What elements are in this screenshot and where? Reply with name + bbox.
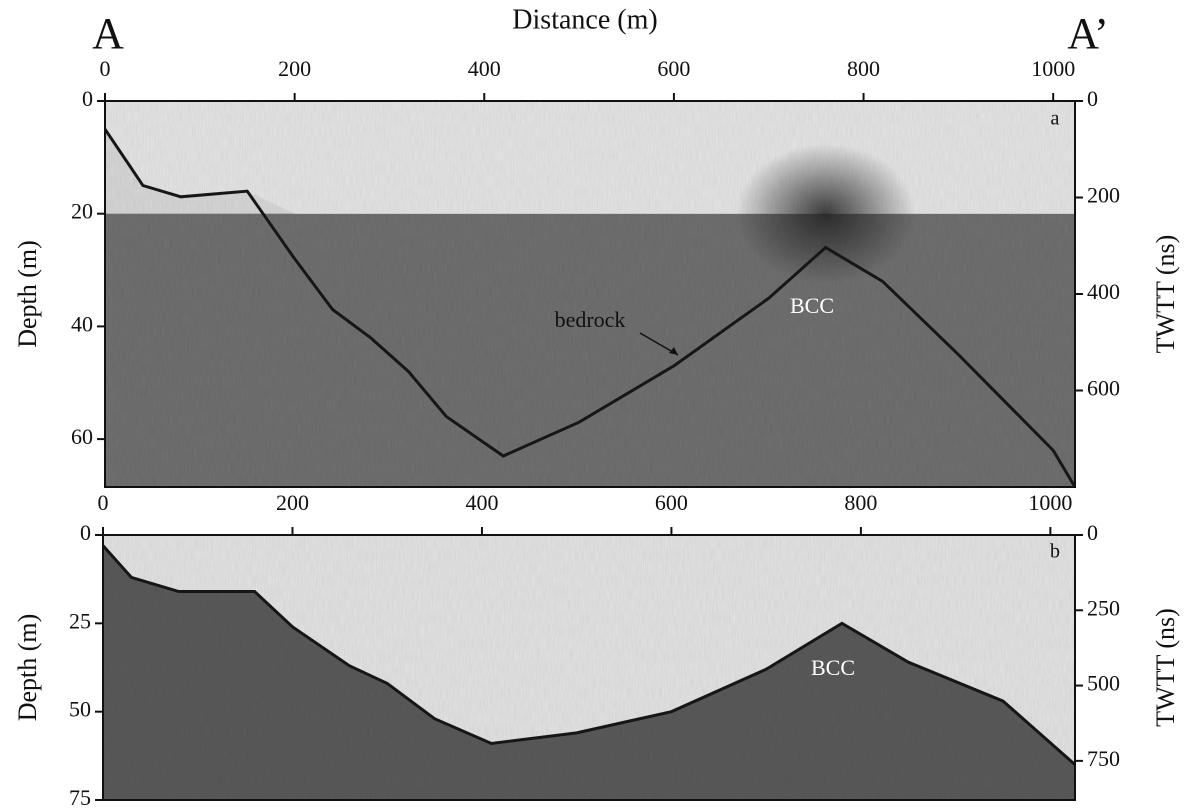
y-tick-label: 0 [80, 520, 91, 545]
image-upper [103, 535, 1075, 765]
y-tick-label: 25 [69, 608, 91, 633]
annotation: BCC [811, 655, 855, 680]
x-tick-label: 1000 [1031, 56, 1075, 81]
start-label: A [92, 9, 124, 58]
x-tick-label: 800 [844, 490, 877, 515]
y2-axis-title: TWTT (ns) [1151, 235, 1180, 354]
y2-tick-label: 0 [1087, 520, 1098, 545]
y-tick-label: 50 [69, 697, 91, 722]
y2-tick-label: 0 [1087, 86, 1098, 111]
arrow-head [669, 347, 678, 355]
x-tick-label: 800 [847, 56, 880, 81]
end-label: A’ [1067, 9, 1109, 58]
x-tick-label: 0 [100, 56, 111, 81]
y2-tick-label: 600 [1087, 376, 1120, 401]
radargram-image [103, 101, 1077, 488]
x-tick-label: 1000 [1028, 490, 1072, 515]
annotation: bedrock [555, 307, 626, 332]
y-axis-title: Depth (m) [13, 240, 42, 348]
x-tick-label: 200 [278, 56, 311, 81]
y2-tick-label: 500 [1087, 671, 1120, 696]
reflector [103, 128, 1077, 488]
y2-tick-label: 250 [1087, 595, 1120, 620]
panel-label: a [1051, 108, 1060, 130]
x-tick-label: 0 [98, 490, 109, 515]
panel-label: b [1050, 541, 1060, 563]
y2-tick-label: 200 [1087, 183, 1120, 208]
image-shadow [735, 143, 916, 284]
y-tick-label: 40 [71, 311, 93, 336]
y-tick-label: 0 [82, 86, 93, 111]
x-tick-label: 200 [276, 490, 309, 515]
y2-tick-label: 750 [1087, 746, 1120, 771]
radargram-image [101, 535, 1076, 800]
y-tick-label: 75 [69, 785, 91, 810]
x-axis-title: Distance (m) [512, 4, 657, 35]
x-tick-label: 400 [468, 56, 501, 81]
x-tick-label: 600 [655, 490, 688, 515]
x-tick-label: 400 [465, 490, 498, 515]
y2-tick-label: 400 [1087, 279, 1120, 304]
plot-frame [102, 534, 1076, 801]
y-tick-label: 20 [71, 199, 93, 224]
reflector [101, 544, 1076, 766]
x-tick-label: 600 [657, 56, 690, 81]
y-tick-label: 60 [71, 424, 93, 449]
y2-axis-title: TWTT (ns) [1151, 608, 1180, 727]
annotation: BCC [790, 293, 834, 318]
y-axis-title: Depth (m) [13, 614, 42, 722]
